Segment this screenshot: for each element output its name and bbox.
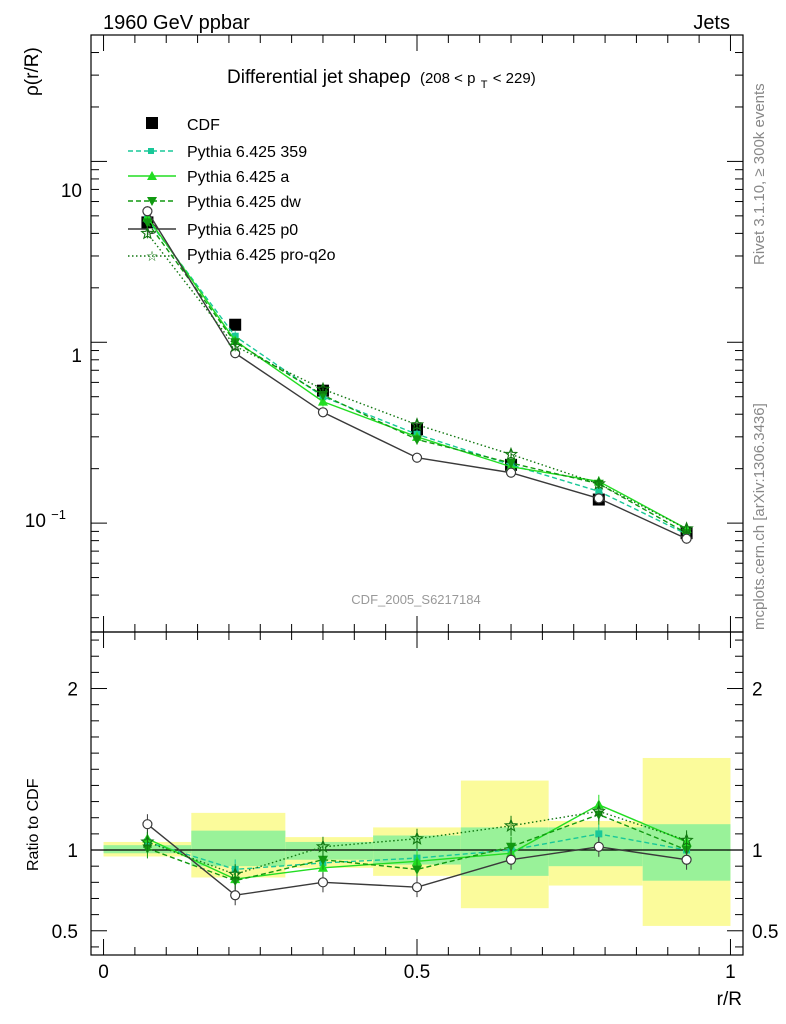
main-point-pythia-6-425-p0 bbox=[505, 467, 517, 478]
ratio-y-tick-label-left: 2 bbox=[67, 680, 78, 701]
legend-marker-a bbox=[147, 171, 157, 180]
x-tick-label: 1 bbox=[725, 962, 736, 983]
main-point-pythia-6-425-p0 bbox=[317, 407, 329, 418]
ratio-point-pythia-6-425-pro-q2o bbox=[503, 818, 519, 832]
ratio-y-tick-label-right: 1 bbox=[752, 841, 763, 862]
main-point-pythia-6-425-pro-q2o bbox=[503, 446, 519, 461]
x-axis-label: r/R bbox=[717, 989, 742, 1010]
legend: CDF Pythia 6.425 359 Pythia 6.425 a Pyth… bbox=[128, 117, 336, 264]
legend-label-dw: Pythia 6.425 dw bbox=[187, 194, 301, 211]
main-point-pythia-6-425-dw bbox=[506, 458, 517, 469]
ratio-point-pythia-6-425-pro-q2o bbox=[228, 866, 243, 881]
chart-title-range: (208 < p bbox=[420, 70, 475, 87]
main-y-tick-label-0.1: 10 −1 bbox=[25, 507, 66, 532]
ratio-point-pythia-6-425-359 bbox=[595, 830, 603, 838]
main-panel-series bbox=[140, 206, 694, 544]
ratio-point-pythia-6-425-pro-q2o bbox=[591, 803, 606, 818]
ratio-point-pythia-6-425-p0 bbox=[230, 890, 241, 901]
ratio-point-pythia-6-425-p0 bbox=[593, 841, 604, 852]
ratio-y-tick-label-left: 0.5 bbox=[52, 922, 78, 943]
main-point-pythia-6-425-p0 bbox=[681, 533, 692, 544]
legend-marker-359 bbox=[148, 148, 154, 154]
main-y-tick-label-1: 1 bbox=[71, 346, 82, 367]
mcplots-reference-label: mcplots.cern.ch [arXiv:1306.3436] bbox=[751, 403, 768, 630]
analysis-id-label: CDF_2005_S6217184 bbox=[351, 592, 480, 607]
main-point-cdf bbox=[229, 318, 242, 331]
main-point-pythia-6-425-pro-q2o bbox=[315, 381, 331, 396]
ratio-band-inner bbox=[191, 830, 286, 867]
main-point-pythia-6-425-dw bbox=[142, 218, 153, 228]
ratio-point-pythia-6-425-pro-q2o bbox=[140, 834, 155, 849]
ratio-point-pythia-6-425-p0 bbox=[681, 854, 692, 865]
main-point-pythia-6-425-p0 bbox=[142, 206, 153, 217]
ratio-point-pythia-6-425-p0 bbox=[411, 882, 423, 893]
legend-marker-proq2o: ☆ bbox=[146, 248, 159, 264]
main-point-pythia-6-425-dw bbox=[412, 435, 422, 445]
main-point-pythia-6-425-pro-q2o bbox=[409, 417, 425, 431]
main-point-pythia-6-425-p0 bbox=[593, 493, 604, 504]
main-y-tick-label-0.1-exp: −1 bbox=[51, 507, 66, 522]
legend-label-cdf: CDF bbox=[187, 117, 220, 134]
ratio-y-axis-label: Ratio to CDF bbox=[25, 778, 42, 871]
main-point-pythia-6-425-pro-q2o bbox=[140, 225, 155, 240]
rivet-version-label: Rivet 3.1.10, ≥ 300k events bbox=[751, 83, 768, 265]
ratio-panel-series bbox=[140, 794, 694, 906]
ratio-point-pythia-6-425-dw bbox=[317, 855, 328, 866]
ratio-point-pythia-6-425-p0 bbox=[505, 854, 517, 865]
ratio-point-pythia-6-425-dw bbox=[506, 842, 517, 853]
ratio-y-tick-label-right: 2 bbox=[752, 680, 763, 701]
main-y-tick-label-10: 10 bbox=[61, 181, 82, 202]
ratio-band-inner bbox=[285, 841, 374, 860]
main-y-tick-label-0.1-base: 10 bbox=[25, 511, 46, 532]
ratio-point-pythia-6-425-p0 bbox=[317, 877, 329, 888]
legend-label-p0: Pythia 6.425 p0 bbox=[187, 222, 298, 239]
chart-title-pt-subscript: T bbox=[481, 79, 488, 91]
chart-title: Differential jet shapeρ (208 < p T < 229… bbox=[227, 67, 536, 93]
main-point-pythia-6-425-pro-q2o bbox=[679, 521, 694, 535]
chart-title-range-end: < 229) bbox=[493, 70, 536, 87]
header-energy-label: 1960 GeV ppbar bbox=[103, 12, 250, 34]
ratio-point-pythia-6-425-dw bbox=[412, 865, 422, 875]
main-line-pythia-6-425-359 bbox=[146, 218, 687, 535]
chart-title-main: Differential jet shapeρ bbox=[227, 67, 411, 88]
axes-frames bbox=[90, 34, 744, 956]
main-line-pythia-6-425-dw bbox=[146, 221, 687, 534]
ratio-y-tick-label-left: 1 bbox=[67, 841, 78, 862]
main-point-pythia-6-425-359 bbox=[595, 487, 603, 495]
legend-label-a: Pythia 6.425 a bbox=[187, 169, 289, 186]
ratio-point-pythia-6-425-pro-q2o bbox=[679, 832, 694, 847]
main-point-pythia-6-425-p0 bbox=[411, 452, 423, 463]
main-point-pythia-6-425-a bbox=[317, 396, 328, 406]
x-tick-label: 0 bbox=[98, 962, 109, 983]
ratio-point-pythia-6-425-p0 bbox=[142, 819, 153, 830]
x-tick-label: 0.5 bbox=[404, 962, 430, 983]
ratio-y-tick-label-right: 0.5 bbox=[752, 922, 778, 943]
main-y-axis-label: ρ(r/R) bbox=[22, 47, 43, 96]
legend-marker-dw bbox=[147, 197, 157, 206]
header-process-label: Jets bbox=[693, 12, 730, 34]
main-line-pythia-6-425-a bbox=[146, 216, 687, 530]
ratio-tick-labels: 0.5 0.5 1 1 2 2 0 0.5 1 bbox=[52, 680, 779, 983]
ratio-point-pythia-6-425-pro-q2o bbox=[315, 839, 331, 853]
ratio-point-pythia-6-425-pro-q2o bbox=[409, 831, 425, 845]
legend-label-proq2o: Pythia 6.425 pro-q2o bbox=[187, 247, 336, 264]
legend-label-359: Pythia 6.425 359 bbox=[187, 144, 307, 161]
ratio-band-inner bbox=[460, 827, 549, 876]
legend-marker-cdf bbox=[146, 117, 158, 129]
main-point-pythia-6-425-pro-q2o bbox=[591, 476, 606, 490]
main-point-pythia-6-425-pro-q2o bbox=[228, 338, 243, 353]
